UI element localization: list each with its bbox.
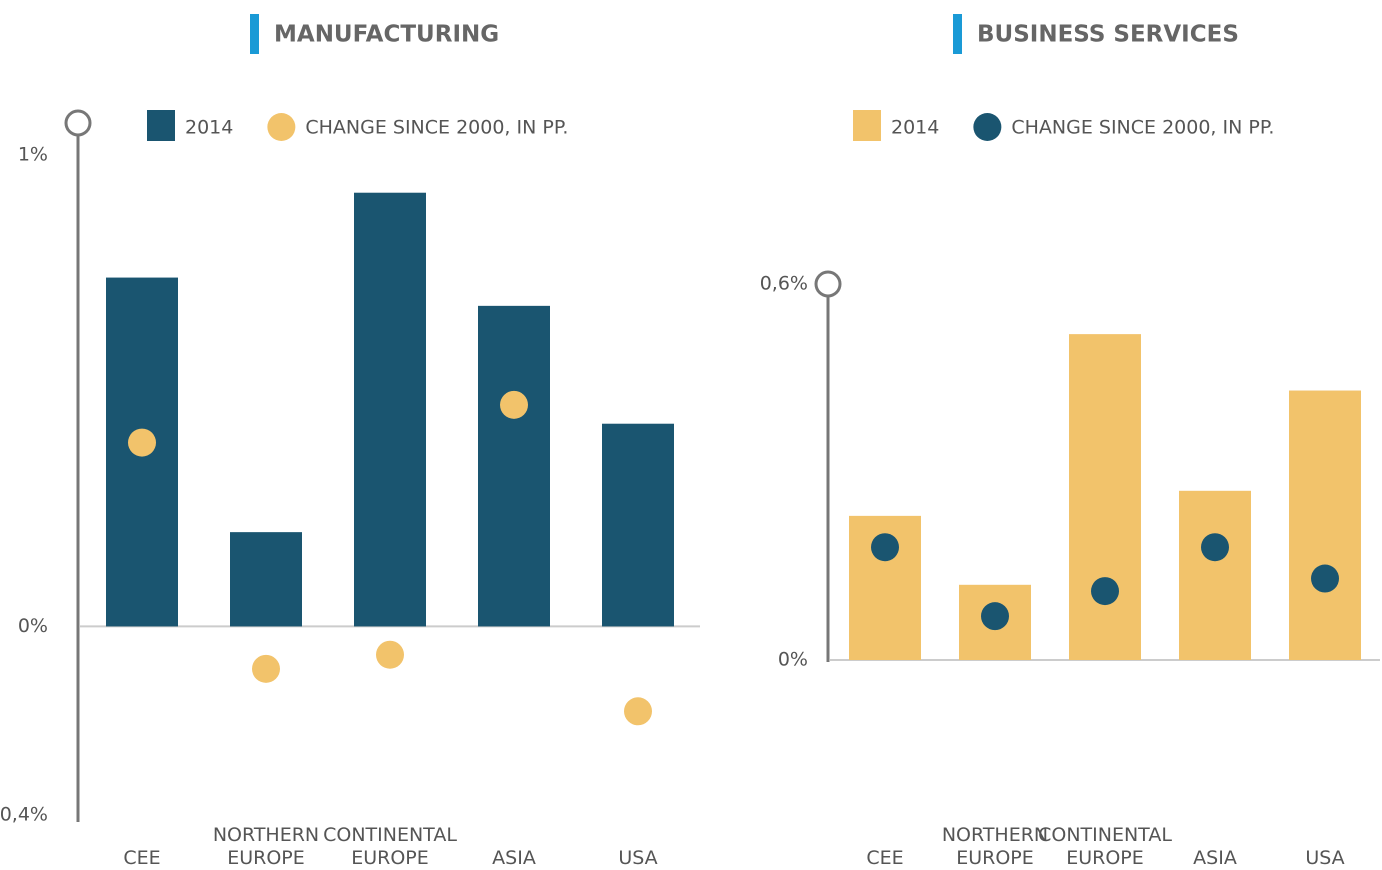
chart-title: MANUFACTURING (274, 22, 499, 48)
x-tick-label: CONTINENTAL EUROPE (1038, 824, 1172, 869)
dot (1311, 564, 1339, 593)
x-tick-label: CONTINENTAL EUROPE (323, 824, 457, 869)
legend-swatch (973, 113, 1002, 141)
legend-label: CHANGE SINCE 2000, IN PP. (305, 117, 568, 139)
legend-label: CHANGE SINCE 2000, IN PP. (1011, 117, 1274, 139)
y-tick-label: 0,6% (760, 273, 808, 295)
x-tick-label: NORTHERN EUROPE (212, 824, 320, 869)
bar (478, 305, 550, 627)
x-tick-label: CEE (866, 847, 904, 869)
dot (981, 602, 1009, 631)
dot (1091, 577, 1119, 606)
bar (1069, 334, 1141, 660)
y-tick-label: 1% (18, 144, 48, 166)
y-tick-label: -0,4% (0, 804, 48, 826)
y-tick-label: 0% (18, 615, 48, 637)
chart-title: BUSINESS SERVICES (977, 22, 1239, 48)
x-tick-label: NORTHERN EUROPE (941, 824, 1049, 869)
x-tick-label: ASIA (1193, 847, 1237, 869)
dot (128, 428, 156, 457)
title-accent (250, 14, 259, 54)
dot (376, 640, 404, 669)
axis-cap (814, 270, 842, 298)
title-accent (953, 14, 962, 54)
x-tick-label: USA (618, 847, 658, 869)
dot (500, 390, 528, 419)
dot (252, 654, 280, 683)
x-tick-label: CEE (123, 847, 161, 869)
axis-cap (64, 109, 92, 137)
bar (354, 192, 426, 627)
dot (871, 533, 899, 562)
dot (1201, 533, 1229, 562)
bar (602, 423, 674, 627)
x-tick-label: USA (1305, 847, 1345, 869)
legend-label: 2014 (185, 117, 233, 139)
bar (1289, 390, 1361, 660)
bar (1179, 490, 1251, 660)
bar (230, 532, 302, 627)
legend-label: 2014 (891, 117, 939, 139)
x-tick-label: ASIA (492, 847, 536, 869)
legend-swatch (147, 110, 175, 141)
legend-swatch (267, 113, 296, 141)
legend-swatch (853, 110, 881, 141)
dot (624, 697, 652, 726)
y-tick-label: 0% (778, 649, 808, 671)
